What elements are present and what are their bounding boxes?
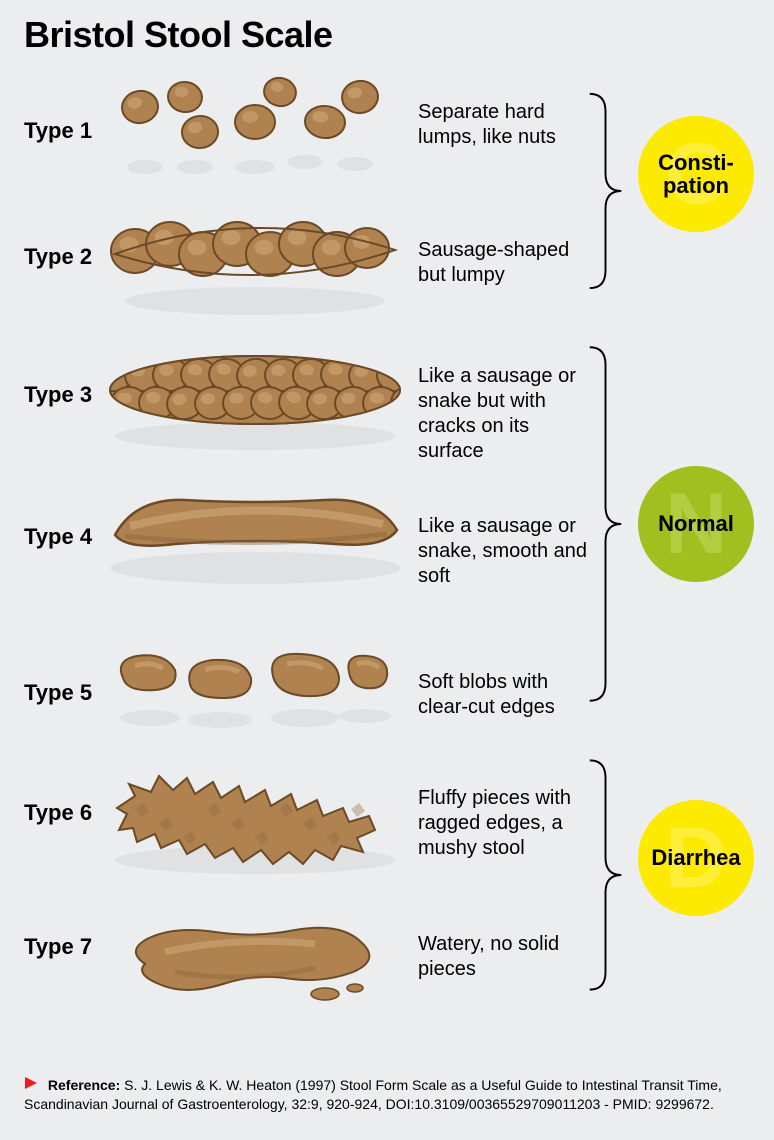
stool-illustration-1 (105, 72, 405, 192)
stool-illustration-4 (105, 480, 405, 600)
category-badge: N Normal (638, 466, 754, 582)
scale-row: Type 3 (0, 340, 774, 480)
type-label: Type 7 (24, 934, 92, 960)
reference-text: S. J. Lewis & K. W. Heaton (1997) Stool … (24, 1077, 722, 1112)
stool-illustration-3 (105, 340, 405, 460)
grouping-bracket (588, 320, 623, 728)
type-description: Like a sausage or snake, smooth and soft (418, 514, 593, 589)
stool-illustration-2 (105, 206, 405, 326)
scale-row: Type 2 Sausage-shaped but lumpy (0, 206, 774, 346)
type-label: Type 3 (24, 382, 92, 408)
type-description: Like a sausage or snake but with cracks … (418, 364, 593, 464)
type-label: Type 2 (24, 244, 92, 270)
category-badge: C Consti-pation (638, 116, 754, 232)
page-title: Bristol Stool Scale (24, 14, 333, 56)
category-badge: D Diarrhea (638, 800, 754, 916)
scale-row: Type 5 Soft blobs with clear-cut edges (0, 628, 774, 768)
type-label: Type 5 (24, 680, 92, 706)
type-description: Fluffy pieces with ragged edges, a mushy… (418, 786, 593, 861)
grouping-bracket (588, 742, 623, 1008)
grouping-bracket (588, 78, 623, 304)
badge-label: Consti-pation (658, 151, 734, 197)
stool-illustration-7 (105, 902, 405, 1022)
reference-marker-icon (24, 1076, 38, 1095)
type-label: Type 1 (24, 118, 92, 144)
type-description: Separate hard lumps, like nuts (418, 100, 593, 150)
type-description: Watery, no solid pieces (418, 932, 593, 982)
scale-row: Type 7 Watery, no solid pieces (0, 902, 774, 1042)
reference-block: Reference: S. J. Lewis & K. W. Heaton (1… (24, 1076, 744, 1114)
type-label: Type 4 (24, 524, 92, 550)
reference-prefix: Reference: (48, 1077, 120, 1093)
type-description: Sausage-shaped but lumpy (418, 238, 593, 288)
type-description: Soft blobs with clear-cut edges (418, 670, 593, 720)
stool-illustration-6 (105, 764, 405, 884)
type-label: Type 6 (24, 800, 92, 826)
badge-label: Normal (658, 512, 734, 535)
stool-illustration-5 (105, 628, 405, 748)
badge-label: Diarrhea (651, 846, 740, 869)
